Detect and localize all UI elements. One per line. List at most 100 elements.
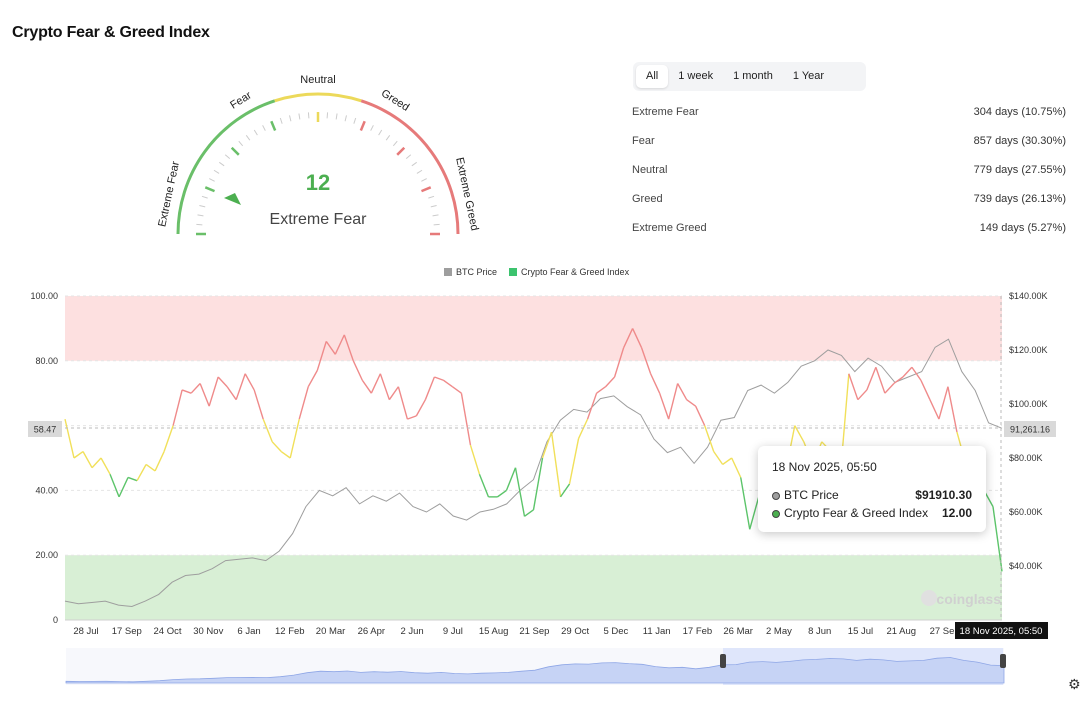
x-tick-label: 29 Oct (561, 626, 589, 637)
fgi-segment (190, 383, 201, 394)
coinglass-logo-icon (921, 590, 937, 606)
fgi-segment (307, 370, 318, 388)
gauge-tick (411, 161, 417, 167)
fgi-segment (109, 473, 120, 498)
fgi-segment (947, 386, 958, 433)
fgi-segment (289, 418, 300, 459)
watermark: coinglass (936, 591, 1001, 607)
tooltip-row-btc-price: BTC Price $91910.30 (772, 486, 972, 504)
tooltip-series-name: Crypto Fear & Greed Index (784, 506, 929, 520)
fgi-segment (469, 444, 481, 475)
fgi-segment (524, 509, 534, 517)
navigator-left-handle[interactable] (720, 654, 726, 668)
fgi-segment (118, 477, 129, 498)
gauge-tick (353, 117, 357, 124)
gauge-tick (270, 120, 277, 132)
fgi-segment (631, 328, 643, 349)
fgi-segment (929, 399, 940, 420)
gauge-tick (224, 154, 231, 160)
x-tick-label: 27 Se (930, 626, 955, 637)
fgi-segment (217, 376, 228, 388)
gear-icon[interactable]: ⚙ (1068, 676, 1080, 692)
y-right-tick-label: $120.00K (1009, 345, 1048, 355)
navigator-selection[interactable] (723, 648, 1003, 685)
x-tick-label: 15 Aug (479, 626, 509, 637)
fgi-segment (434, 376, 444, 381)
extreme-greed-band (65, 296, 1002, 361)
x-tick-label: 17 Sep (112, 626, 142, 637)
fgi-segment (226, 386, 237, 401)
tab-1-month[interactable]: 1 month (733, 70, 773, 82)
gauge-tick (405, 154, 412, 160)
y-left-tick-label: 20.00 (35, 550, 58, 560)
fgi-segment (163, 425, 174, 452)
x-tick-label: 15 Jul (848, 626, 873, 637)
fgi-segment (244, 373, 255, 391)
stat-row-fear: Fear 857 days (30.30%) (632, 135, 1066, 164)
gauge-label: Neutral (300, 74, 335, 86)
gauge-tick (238, 140, 244, 147)
gauge-tick (209, 178, 215, 182)
gauge-tick (359, 120, 366, 132)
fgi-segment (848, 373, 859, 400)
fgi-segment (352, 360, 363, 381)
legend-item-btc-price[interactable]: BTC Price (444, 267, 497, 277)
gauge-arc-neutral (274, 92, 362, 103)
tab-all[interactable]: All (636, 65, 669, 88)
tab-1-year[interactable]: 1 Year (792, 70, 825, 82)
navigator-right-handle[interactable] (1000, 654, 1006, 668)
fgi-segment (271, 441, 282, 452)
fgi-segment (407, 415, 417, 420)
fgi-segment (127, 476, 138, 482)
fgi-segment (262, 418, 273, 443)
tab-1-week[interactable]: 1 week (678, 70, 714, 82)
fgi-segment (559, 483, 571, 498)
fgi-segment (379, 373, 391, 400)
fgi-segment (902, 366, 913, 378)
fgi-segment (577, 418, 589, 439)
fgi-segment (731, 457, 742, 478)
gauge-tick (396, 146, 406, 156)
legend-label: Crypto Fear & Greed Index (521, 267, 630, 277)
fgi-segment (154, 451, 165, 472)
range-tabs: All 1 week 1 month 1 Year (633, 62, 866, 91)
gauge-tick (219, 161, 225, 167)
fgi-segment (911, 366, 922, 381)
tooltip-series-value: $91910.30 (915, 488, 972, 502)
x-tick-label: 6 Jan (237, 626, 260, 637)
x-tick-label: 21 Sep (519, 626, 549, 637)
crosshair-right-value: 91,261.16 (1010, 425, 1050, 435)
gauge-tick (378, 129, 383, 136)
legend-item-fear-greed[interactable]: Crypto Fear & Greed Index (509, 267, 629, 277)
fgi-segment (82, 451, 93, 469)
gauge-classification: Extreme Fear (270, 211, 368, 228)
x-tick-label: 2 Jun (400, 626, 423, 637)
gauge-tick (262, 125, 266, 131)
gauge-tick (432, 214, 439, 217)
gauge-tick (230, 146, 240, 156)
stat-label: Neutral (632, 164, 668, 176)
fgi-segment (334, 334, 345, 355)
stat-label: Extreme Fear (632, 106, 699, 118)
fgi-segment (172, 389, 183, 426)
x-tick-label: 2 May (766, 626, 792, 637)
gauge-pointer-icon (224, 193, 241, 205)
range-navigator[interactable] (65, 648, 1006, 685)
fgi-segment (893, 376, 904, 385)
y-left-tick-label: 40.00 (35, 485, 58, 495)
tooltip-series-name: BTC Price (784, 488, 839, 502)
gauge-tick (199, 205, 206, 208)
fgi-segment (388, 386, 399, 401)
tooltip-series-value: 12.00 (941, 506, 972, 520)
gauge-tick (201, 195, 208, 199)
x-tick-label: 11 Jan (643, 626, 671, 637)
fgi-segment (91, 457, 102, 469)
fgi-segment (442, 379, 453, 388)
gauge-tick (197, 214, 204, 217)
fgi-segment (695, 405, 706, 426)
fgi-segment (181, 389, 192, 394)
fgi-segment (253, 389, 264, 420)
y-left-tick-label: 0 (53, 615, 58, 625)
gauge-arc-greed (360, 99, 460, 235)
x-tick-label: 30 Nov (193, 626, 223, 637)
